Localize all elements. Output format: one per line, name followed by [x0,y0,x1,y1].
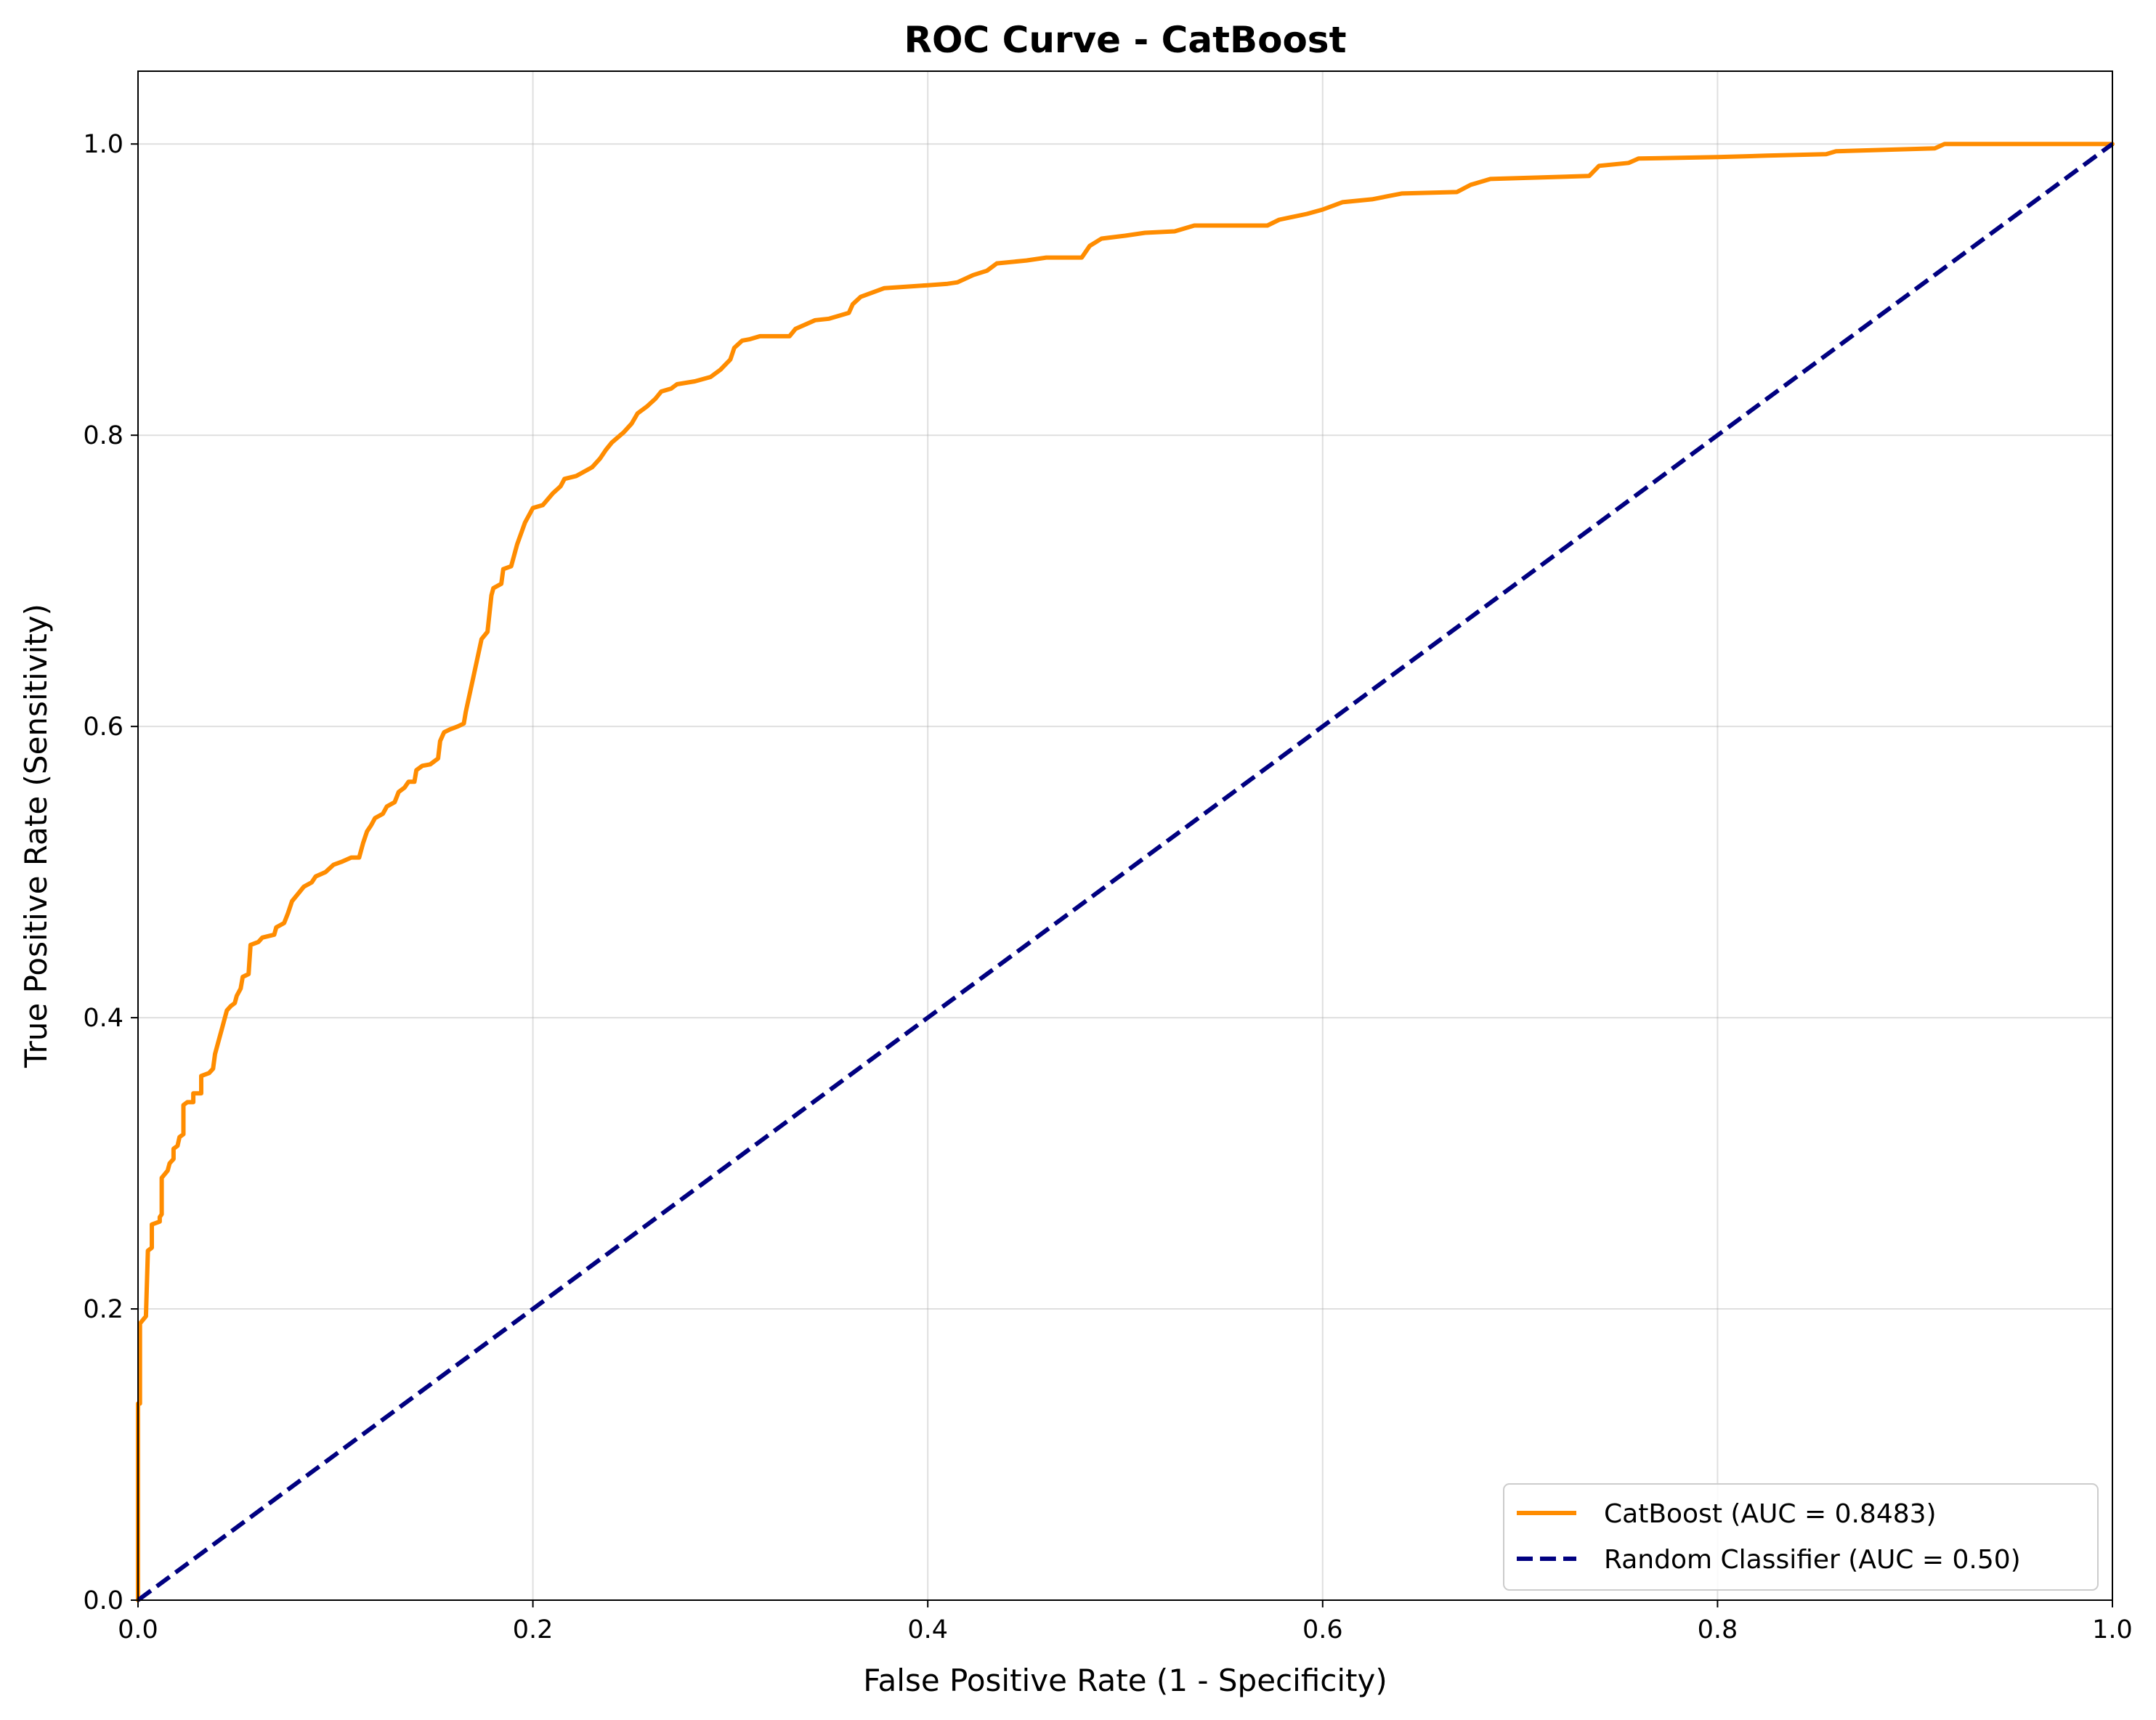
y-tick-label: 0.8 [83,421,123,450]
y-tick-label: 0.2 [83,1295,123,1324]
x-tick-label: 0.0 [118,1615,158,1644]
y-tick-label: 1.0 [83,130,123,159]
y-axis-label: True Positive Rate (Sensitivity) [18,604,54,1068]
grid [137,71,2113,1601]
y-tick-label: 0.4 [83,1004,123,1033]
axis-ticks: 0.0 0.2 0.4 0.6 0.8 1.0 0.0 0.2 0.4 0.6 0.8 1.0 [83,130,2133,1644]
x-tick-label: 0.4 [907,1615,948,1644]
plot-series [136,142,2115,1602]
plot-frame [137,70,2113,1601]
legend-box [1503,1483,2099,1591]
x-axis-label: False Positive Rate (1 - Specificity) [863,1663,1387,1698]
legend: CatBoost (AUC = 0.8483) Random Classifie… [1503,1483,2099,1591]
legend-label-random-classifier: Random Classifier (AUC = 0.50) [1604,1545,2021,1575]
x-tick-label: 0.6 [1302,1615,1343,1644]
x-tick-label: 1.0 [2092,1615,2133,1644]
x-tick-label: 0.2 [513,1615,554,1644]
y-tick-label: 0.0 [83,1586,123,1615]
y-tick-label: 0.6 [83,713,123,742]
catboost-roc-curve [136,142,2115,1602]
x-tick-label: 0.8 [1698,1615,1738,1644]
legend-label-catboost: CatBoost (AUC = 0.8483) [1604,1499,1937,1529]
random-classifier-line [137,142,2114,1602]
chart-title: ROC Curve - CatBoost [904,19,1347,61]
